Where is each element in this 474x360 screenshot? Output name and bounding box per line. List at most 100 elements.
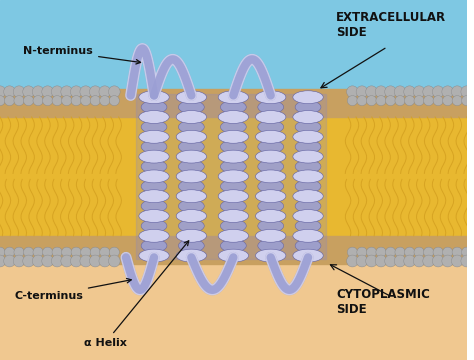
- Ellipse shape: [4, 255, 15, 267]
- Ellipse shape: [80, 86, 91, 98]
- Ellipse shape: [23, 86, 35, 98]
- Ellipse shape: [442, 86, 454, 98]
- Ellipse shape: [395, 95, 405, 106]
- Ellipse shape: [218, 91, 248, 104]
- Ellipse shape: [432, 255, 444, 267]
- Ellipse shape: [366, 247, 377, 257]
- Ellipse shape: [218, 249, 248, 262]
- Ellipse shape: [423, 95, 434, 106]
- Ellipse shape: [375, 255, 387, 267]
- Ellipse shape: [141, 200, 167, 212]
- Ellipse shape: [433, 95, 443, 106]
- Ellipse shape: [258, 140, 283, 153]
- Ellipse shape: [51, 255, 63, 267]
- Ellipse shape: [293, 229, 323, 242]
- Ellipse shape: [62, 247, 72, 257]
- Ellipse shape: [461, 86, 473, 98]
- Ellipse shape: [347, 247, 357, 257]
- Ellipse shape: [139, 229, 169, 242]
- Ellipse shape: [109, 247, 119, 257]
- Ellipse shape: [346, 86, 358, 98]
- Ellipse shape: [258, 200, 283, 212]
- Ellipse shape: [258, 239, 283, 252]
- Bar: [0, 236, 467, 264]
- Ellipse shape: [347, 95, 357, 106]
- Ellipse shape: [293, 249, 323, 262]
- Ellipse shape: [139, 190, 169, 203]
- Ellipse shape: [385, 86, 396, 98]
- Ellipse shape: [42, 86, 54, 98]
- Ellipse shape: [0, 95, 5, 106]
- Ellipse shape: [385, 247, 396, 257]
- Ellipse shape: [365, 86, 377, 98]
- Ellipse shape: [71, 95, 82, 106]
- Ellipse shape: [295, 121, 321, 133]
- Ellipse shape: [357, 247, 367, 257]
- Ellipse shape: [100, 95, 110, 106]
- Ellipse shape: [141, 180, 167, 193]
- Ellipse shape: [141, 121, 167, 133]
- Ellipse shape: [90, 95, 100, 106]
- Ellipse shape: [451, 86, 463, 98]
- Ellipse shape: [376, 95, 386, 106]
- Ellipse shape: [139, 170, 169, 183]
- Ellipse shape: [141, 220, 167, 232]
- Ellipse shape: [404, 255, 415, 267]
- Ellipse shape: [443, 247, 453, 257]
- Ellipse shape: [293, 91, 323, 104]
- Ellipse shape: [33, 247, 43, 257]
- Ellipse shape: [293, 150, 323, 163]
- Ellipse shape: [141, 140, 167, 153]
- Ellipse shape: [176, 91, 207, 104]
- Ellipse shape: [346, 255, 358, 267]
- Ellipse shape: [23, 247, 34, 257]
- Ellipse shape: [0, 247, 5, 257]
- Ellipse shape: [255, 210, 286, 222]
- Ellipse shape: [258, 160, 283, 173]
- Ellipse shape: [452, 95, 462, 106]
- Ellipse shape: [365, 255, 377, 267]
- Ellipse shape: [385, 255, 396, 267]
- Bar: [136, 94, 326, 259]
- Ellipse shape: [179, 200, 204, 212]
- Ellipse shape: [109, 95, 119, 106]
- Ellipse shape: [43, 95, 53, 106]
- Ellipse shape: [141, 239, 167, 252]
- Ellipse shape: [23, 255, 35, 267]
- Ellipse shape: [293, 111, 323, 123]
- Ellipse shape: [0, 86, 6, 98]
- Ellipse shape: [220, 200, 246, 212]
- Ellipse shape: [139, 249, 169, 262]
- Ellipse shape: [433, 247, 443, 257]
- Ellipse shape: [176, 130, 207, 143]
- Ellipse shape: [179, 121, 204, 133]
- Ellipse shape: [414, 95, 424, 106]
- Ellipse shape: [33, 95, 43, 106]
- Ellipse shape: [255, 111, 286, 123]
- Ellipse shape: [385, 95, 396, 106]
- Ellipse shape: [395, 247, 405, 257]
- Ellipse shape: [258, 180, 283, 193]
- Ellipse shape: [258, 101, 283, 113]
- Ellipse shape: [141, 160, 167, 173]
- Ellipse shape: [461, 255, 473, 267]
- Ellipse shape: [14, 247, 24, 257]
- Ellipse shape: [179, 220, 204, 232]
- Ellipse shape: [220, 160, 246, 173]
- Ellipse shape: [90, 255, 101, 267]
- Ellipse shape: [220, 180, 246, 193]
- Ellipse shape: [4, 86, 15, 98]
- Bar: [0, 117, 467, 236]
- Ellipse shape: [62, 95, 72, 106]
- Ellipse shape: [23, 95, 34, 106]
- Ellipse shape: [220, 239, 246, 252]
- Ellipse shape: [218, 150, 248, 163]
- Ellipse shape: [109, 255, 120, 267]
- Ellipse shape: [255, 130, 286, 143]
- Ellipse shape: [255, 249, 286, 262]
- Ellipse shape: [14, 95, 24, 106]
- Ellipse shape: [293, 190, 323, 203]
- Ellipse shape: [404, 247, 415, 257]
- Ellipse shape: [220, 140, 246, 153]
- Ellipse shape: [218, 229, 248, 242]
